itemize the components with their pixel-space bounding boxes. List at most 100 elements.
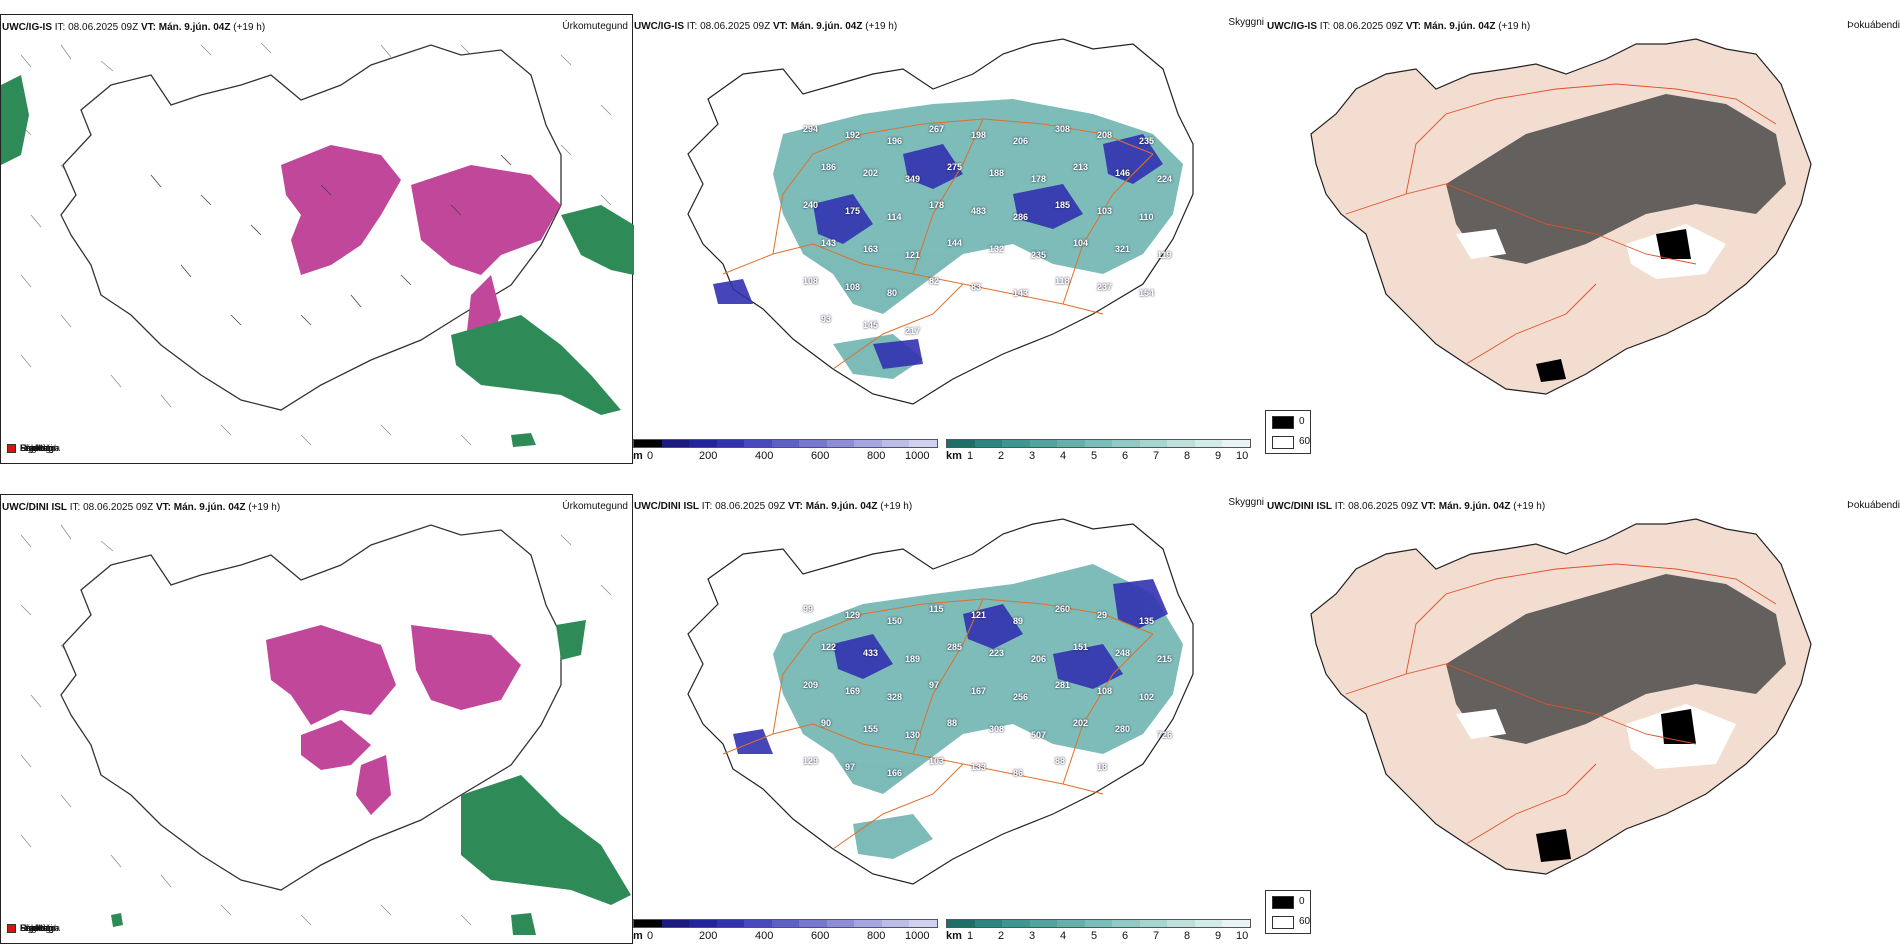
cbar-seg	[771, 920, 800, 927]
cloud-base-label: 198	[971, 130, 987, 140]
precip-map-2	[20, 524, 631, 935]
snowfall-area	[281, 145, 561, 345]
cloud-base-label: 726	[1157, 730, 1173, 740]
cloud-base-label: 108	[803, 276, 819, 286]
panel-header: UWC/DINI ISL IT: 08.06.2025 09Z VT: Mán.…	[1267, 501, 1546, 512]
row-1: UWC/IG-IS IT: 08.06.2025 09Z VT: Mán. 9.…	[0, 0, 1900, 470]
vis-tick: 7	[1153, 930, 1160, 942]
cloud-base-label: 169	[845, 686, 861, 696]
precip-title: Úrkomutegund	[562, 501, 628, 512]
cloud-base-label: 167	[971, 686, 987, 696]
cbar-seg	[947, 440, 975, 447]
cloud-base-label: 202	[863, 168, 879, 178]
cbar-seg	[826, 920, 855, 927]
cloud-base-label: 18	[1097, 762, 1108, 772]
cloud-base-label: 133	[971, 762, 987, 772]
fog-shading	[1446, 94, 1786, 264]
vis-tick: 7	[1153, 450, 1160, 462]
cloud-base-label: 240	[803, 200, 819, 210]
vis-tick: 10	[1236, 930, 1249, 942]
cloud-base-label: 97	[845, 762, 856, 772]
cbar-seg	[854, 440, 882, 447]
cloud-base-label: 507	[1031, 730, 1047, 740]
vis-tick: 1	[967, 450, 974, 462]
cloud-base-label: 237	[1097, 282, 1113, 292]
fog-panel-2: UWC/DINI ISL IT: 08.06.2025 09Z VT: Mán.…	[1265, 494, 1900, 944]
cbar-seg	[634, 440, 662, 447]
cbar-seg	[744, 920, 772, 927]
vis-tick: 6	[1122, 450, 1129, 462]
cloud-base-label: 208	[1097, 130, 1113, 140]
cloud-base-label: 308	[989, 724, 1005, 734]
cbar-seg	[799, 440, 827, 447]
cbar-tick: 400	[755, 450, 774, 462]
cloud-base-label: 209	[803, 680, 819, 690]
cloud-base-label: 150	[887, 616, 903, 626]
fog-title: Þokuábendi	[1847, 500, 1900, 511]
cbar-seg	[716, 920, 745, 927]
cloud-base-label: 178	[929, 200, 945, 210]
panel-header: UWC/IG-IS IT: 08.06.2025 09Z VT: Mán. 9.…	[2, 22, 266, 33]
cbar-seg	[1002, 440, 1030, 447]
cbar-tick: 400	[755, 930, 774, 942]
cloud-base-label: 175	[845, 206, 861, 216]
cloud-base-area	[733, 579, 1168, 754]
cbar-seg	[716, 440, 745, 447]
cloud-base-label: 286	[1013, 212, 1029, 222]
cloud-map-1	[687, 38, 1194, 405]
cloud-base-label: 433	[863, 648, 879, 658]
cloud-base-label: 235	[1139, 136, 1155, 146]
snowfall-area	[266, 625, 521, 815]
cloud-base-label: 202	[1073, 718, 1089, 728]
vis-tick: 4	[1060, 450, 1067, 462]
visibility-unit: km	[946, 450, 962, 462]
cloud-base-label: 154	[1139, 288, 1155, 298]
cloud-base-label: 166	[887, 768, 903, 778]
cloud-base-label: 108	[1097, 686, 1113, 696]
cbar-seg	[1194, 920, 1223, 927]
cbar-tick: 0	[647, 930, 654, 942]
cbar-tick: 600	[811, 930, 830, 942]
cloud-base-label: 80	[887, 288, 898, 298]
cloud-base-label: 129	[845, 610, 861, 620]
cbar-seg	[1084, 440, 1113, 447]
cloud-base-label: 260	[1055, 604, 1071, 614]
precip-panel-2: UWC/DINI ISL IT: 08.06.2025 09Z VT: Mán.…	[0, 494, 633, 944]
cloud-base-label: 189	[905, 654, 921, 664]
vis-tick: 2	[998, 450, 1005, 462]
fog-legend-label: 0	[1299, 416, 1305, 427]
cbar-tick: 600	[811, 450, 830, 462]
cloud-base-label: 29	[1097, 610, 1108, 620]
cloud-base-label: 86	[1013, 768, 1024, 778]
panel-header: UWC/DINI ISL IT: 08.06.2025 09Z VT: Mán.…	[634, 501, 913, 512]
cbar-seg	[1002, 920, 1030, 927]
vis-tick: 5	[1091, 450, 1098, 462]
cloud-base-label: 135	[1139, 616, 1155, 626]
fog-legend-swatch	[1272, 896, 1294, 909]
cbar-seg	[661, 440, 690, 447]
cloud-base-label: 213	[1073, 162, 1089, 172]
cloud-base-label: 163	[863, 244, 879, 254]
rain-area	[1, 75, 634, 447]
cloud-base-label: 185	[1055, 200, 1071, 210]
fog-legend-label: 60	[1299, 436, 1311, 447]
cloud-base-label: 121	[971, 610, 987, 620]
vis-tick: 4	[1060, 930, 1067, 942]
fog-legend-swatch	[1272, 416, 1294, 429]
legend-swatch	[7, 923, 16, 933]
cloud-base-label: 99	[803, 604, 814, 614]
cloud-base-label: 130	[905, 730, 921, 740]
fog-legend-swatch	[1272, 916, 1294, 929]
cloud-base-label: 188	[989, 168, 1005, 178]
cloud-base-label: 267	[929, 124, 945, 134]
road-network	[1345, 563, 1777, 845]
wind-barbs-land	[150, 154, 512, 326]
fog-shading	[1446, 574, 1786, 744]
panel-header: UWC/IG-IS IT: 08.06.2025 09Z VT: Mán. 9.…	[1267, 21, 1531, 32]
cbar-seg	[689, 920, 717, 927]
cbar-seg	[1112, 440, 1140, 447]
cloud-base-label: 308	[1055, 124, 1071, 134]
visibility-colorbar	[946, 439, 1251, 448]
panel-header: UWC/DINI ISL IT: 08.06.2025 09Z VT: Mán.…	[2, 502, 281, 513]
cbar-tick: 200	[699, 450, 718, 462]
